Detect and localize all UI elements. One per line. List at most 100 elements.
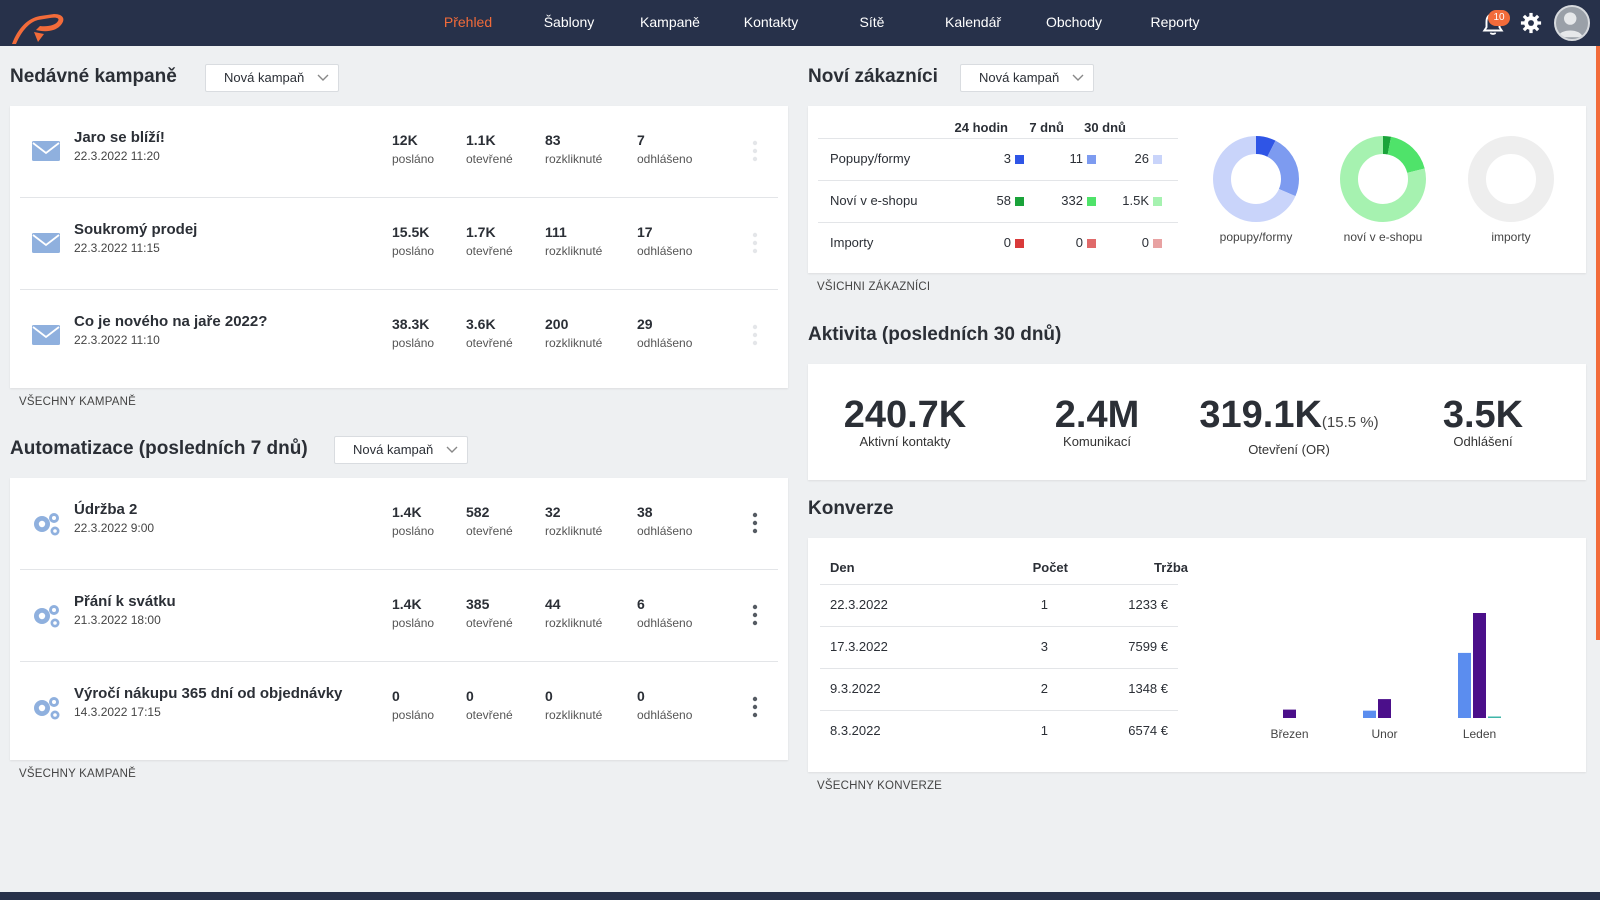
stat-clicked: 44 rozkliknuté (545, 596, 602, 630)
stat-value: 385 (466, 596, 490, 612)
stat-clicked: 83 rozkliknuté (545, 132, 602, 166)
kebab-dot (752, 612, 758, 618)
kebab-dot (752, 240, 758, 246)
stat-value: 0 (637, 688, 645, 704)
kebab-menu-icon[interactable] (752, 324, 758, 346)
kebab-dot (752, 324, 758, 330)
stat-value: 0 (466, 688, 474, 704)
campaign-row[interactable]: Výročí nákupu 365 dní od objednávky 14.3.… (10, 662, 788, 754)
row-divider (820, 584, 1178, 585)
stat-opened: 582 otevřené (466, 504, 513, 538)
page-scrollbar[interactable] (1596, 46, 1600, 640)
donut-label: noví v e-shopu (1343, 230, 1423, 244)
stat-unsub: 17 odhlášeno (637, 224, 692, 258)
row-divider (20, 197, 778, 198)
nav-reporty[interactable]: Reporty (1150, 14, 1200, 30)
campaign-name[interactable]: Údržba 2 (74, 501, 138, 518)
campaign-row[interactable]: Jaro se blíží! 22.3.2022 11:20 12K posláno 1… (10, 106, 788, 198)
campaign-date: 21.3.2022 18:00 (74, 613, 161, 627)
nav-kampane[interactable]: Kampaně (640, 14, 700, 30)
conversion-revenue: 7599 € (1128, 639, 1168, 654)
kpi-number: 240.7K (843, 394, 967, 436)
kebab-menu-icon[interactable] (752, 232, 758, 254)
campaign-name[interactable]: Výročí nákupu 365 dní od objednávky (74, 685, 343, 702)
nav-prehled[interactable]: Přehled (443, 14, 493, 30)
recent-new-campaign-dropdown[interactable]: Nová kampaň (205, 64, 339, 92)
kebab-dot (752, 520, 758, 526)
campaign-name[interactable]: Přání k svátku (74, 593, 176, 610)
campaign-name[interactable]: Co je nového na jaře 2022? (74, 313, 268, 330)
stat-unsub: 7 odhlášeno (637, 132, 692, 166)
kebab-menu-icon[interactable] (752, 512, 758, 534)
customers-new-campaign-dropdown[interactable]: Nová kampaň (960, 64, 1094, 92)
legend-swatch (1087, 155, 1096, 164)
stat-value: 29 (637, 316, 653, 332)
conversions-card: Den Počet Tržba Březen Unor Leden 22.3.202… (808, 538, 1586, 772)
kpi-caption: Otevření (OR) (1248, 442, 1330, 457)
stat-value: 582 (466, 504, 490, 520)
campaign-name[interactable]: Soukromý prodej (74, 221, 198, 238)
nav-obchody[interactable]: Obchody (1045, 14, 1103, 30)
bottom-bar (0, 892, 1600, 900)
legend-swatch (1153, 239, 1162, 248)
stat-sent: 15.5K posláno (392, 224, 434, 258)
gears-icon (34, 697, 60, 720)
campaign-name[interactable]: Jaro se blíží! (74, 129, 165, 146)
legend-swatch (1087, 239, 1096, 248)
stat-unsub: 29 odhlášeno (637, 316, 692, 350)
recent-campaigns-card: Jaro se blíží! 22.3.2022 11:20 12K posláno 1… (10, 106, 788, 388)
nav-kontakty[interactable]: Kontakty (743, 14, 799, 30)
kpi-number: 3.5K (1442, 394, 1524, 436)
kebab-menu-icon[interactable] (752, 140, 758, 162)
stat-label: odhlášeno (637, 152, 693, 166)
stat-value: 3.6K (466, 316, 496, 332)
conversion-day: 22.3.2022 (830, 597, 888, 612)
campaign-row[interactable]: Co je nového na jaře 2022? 22.3.2022 11:1… (10, 290, 788, 382)
campaign-row[interactable]: Údržba 2 22.3.2022 9:00 1.4K posláno 582 otev… (10, 478, 788, 570)
all-customers-link[interactable]: VŠICHNI ZÁKAZNÍCI (817, 281, 931, 293)
conversions-title: Konverze (808, 498, 894, 519)
stat-value: 17 (637, 224, 653, 240)
stat-label: odhlášeno (637, 708, 693, 722)
campaign-date: 22.3.2022 11:10 (74, 333, 160, 347)
campaign-row[interactable]: Přání k svátku 21.3.2022 18:00 1.4K posláno… (10, 570, 788, 662)
stat-value: 1.4K (392, 596, 422, 612)
all-campaigns-link[interactable]: VŠECHNY KAMPANĚ (19, 396, 136, 408)
new-customers-title: Noví zákazníci (808, 66, 938, 87)
row-divider (818, 138, 1178, 139)
row-divider (820, 626, 1178, 627)
col-header-30d: 30 dnů (1084, 120, 1126, 135)
automation-new-campaign-dropdown[interactable]: Nová kampaň (334, 436, 468, 464)
conversion-count: 2 (1040, 681, 1048, 696)
kebab-menu-icon[interactable] (752, 604, 758, 626)
user-silhouette-icon (1557, 12, 1583, 38)
kpi-1: 2.4M Komunikací (977, 394, 1217, 449)
nav-site[interactable]: Sítě (859, 14, 885, 30)
campaign-row[interactable]: Soukromý prodej 22.3.2022 11:15 15.5K poslá… (10, 198, 788, 290)
stat-clicked: 32 rozkliknuté (545, 504, 602, 538)
nav-sablony[interactable]: Šablony (543, 14, 595, 30)
brand-logo[interactable] (10, 6, 68, 46)
row-divider (818, 222, 1178, 223)
all-automations-link[interactable]: VŠECHNY KAMPANĚ (19, 768, 136, 780)
stat-value: 38.3K (392, 316, 430, 332)
kpi-caption: Komunikací (1063, 434, 1131, 449)
all-conversions-link[interactable]: VŠECHNY KONVERZE (817, 780, 943, 792)
source-label: Importy (830, 235, 874, 250)
nav-kalendar[interactable]: Kalendář (944, 14, 1002, 30)
count-cell: 11 (1070, 151, 1096, 166)
envelope-icon (32, 141, 60, 161)
row-divider (820, 710, 1178, 711)
count-cell: 3 (1004, 151, 1024, 166)
donut-chart (1213, 136, 1299, 222)
kebab-dot (752, 140, 758, 146)
kebab-dot (752, 148, 758, 154)
stat-value: 7 (637, 132, 645, 148)
user-avatar[interactable] (1554, 5, 1590, 41)
gear-icon[interactable] (1520, 12, 1542, 34)
row-divider (20, 289, 778, 290)
kebab-menu-icon[interactable] (752, 696, 758, 718)
stat-label: posláno (392, 152, 435, 166)
stat-value: 44 (545, 596, 561, 612)
stat-value: 1.1K (466, 132, 496, 148)
